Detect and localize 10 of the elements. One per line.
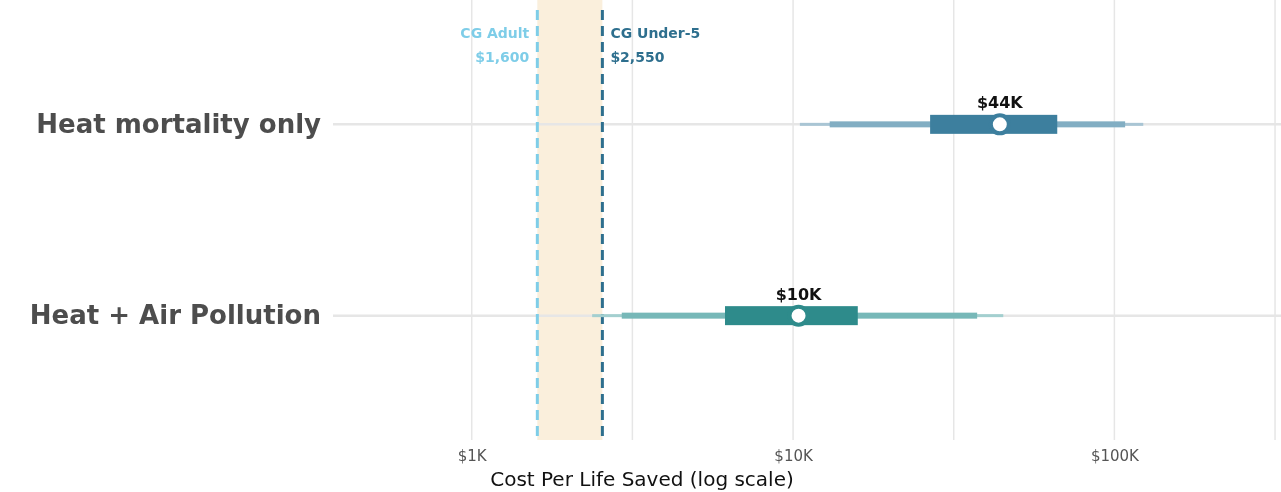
y-tick-label: Heat mortality only — [36, 109, 322, 140]
data-label: $44K — [976, 93, 1024, 113]
data-label: $10K — [775, 284, 823, 304]
x-tick-label: $10K — [774, 446, 814, 465]
ref-line-label: CG Adult $1,600 — [460, 25, 530, 65]
y-tick-label: Heat + Air Pollution — [29, 300, 321, 331]
x-tick-label: $1K — [457, 446, 488, 465]
ref-line-label: CG Under-5 $2,550 — [610, 25, 701, 65]
x-tick-label: $100K — [1090, 446, 1141, 465]
x-axis-title: Cost Per Life Saved (log scale) — [490, 467, 794, 491]
